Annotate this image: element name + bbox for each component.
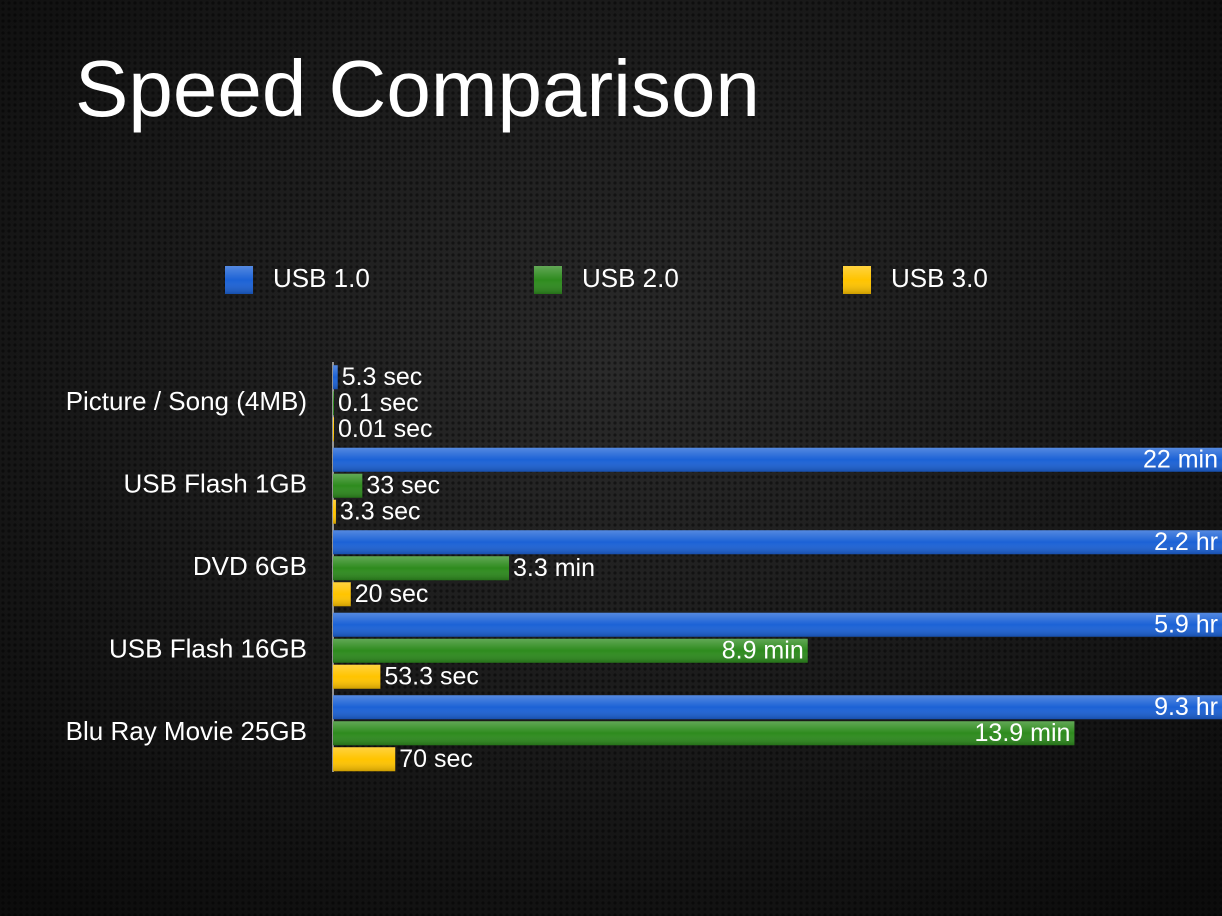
bar-shine	[333, 365, 338, 390]
data-label: 70 sec	[399, 745, 473, 773]
data-label: 3.3 sec	[340, 497, 421, 525]
legend-label: USB 1.0	[273, 263, 370, 293]
data-label: 9.3 hr	[1154, 693, 1218, 721]
category-label: Picture / Song (4MB)	[66, 386, 307, 416]
bar-shine	[333, 612, 1222, 637]
data-label: 5.3 sec	[342, 363, 423, 391]
bar-shine	[333, 556, 510, 581]
category-label: DVD 6GB	[193, 551, 307, 581]
bar-shine	[333, 391, 334, 416]
data-label: 13.9 min	[975, 719, 1071, 747]
plot-area	[333, 365, 1222, 772]
legend-swatch-shine	[534, 266, 562, 294]
bar-shine	[333, 747, 396, 772]
data-label: 0.1 sec	[338, 389, 419, 417]
legend-swatch-shine	[225, 266, 253, 294]
bar-shine	[333, 530, 1222, 555]
bar-shine	[333, 447, 1222, 472]
data-label: 2.2 hr	[1154, 528, 1218, 556]
bar-shine	[333, 499, 336, 524]
data-label: 20 sec	[355, 580, 429, 608]
bar-shine	[333, 417, 334, 442]
category-label: USB Flash 1GB	[123, 469, 307, 499]
bar-shine	[333, 638, 808, 663]
data-label: 0.01 sec	[338, 415, 433, 443]
bar-shine	[333, 582, 351, 607]
category-label: Blu Ray Movie 25GB	[66, 716, 307, 746]
data-label: 3.3 min	[513, 554, 595, 582]
legend-label: USB 2.0	[582, 263, 679, 293]
data-label: 33 sec	[366, 471, 440, 499]
legend-label: USB 3.0	[891, 263, 988, 293]
data-label: 53.3 sec	[384, 662, 479, 690]
data-label: 22 min	[1143, 445, 1218, 473]
chart-title: Speed Comparison	[75, 44, 760, 133]
data-label: 5.9 hr	[1154, 610, 1218, 638]
legend-swatch-shine	[843, 266, 871, 294]
bar-shine	[333, 664, 381, 689]
category-label: USB Flash 16GB	[109, 634, 307, 664]
bar-shine	[333, 473, 363, 498]
bar-shine	[333, 721, 1075, 746]
bar-shine	[333, 695, 1222, 720]
data-label: 8.9 min	[722, 636, 804, 664]
